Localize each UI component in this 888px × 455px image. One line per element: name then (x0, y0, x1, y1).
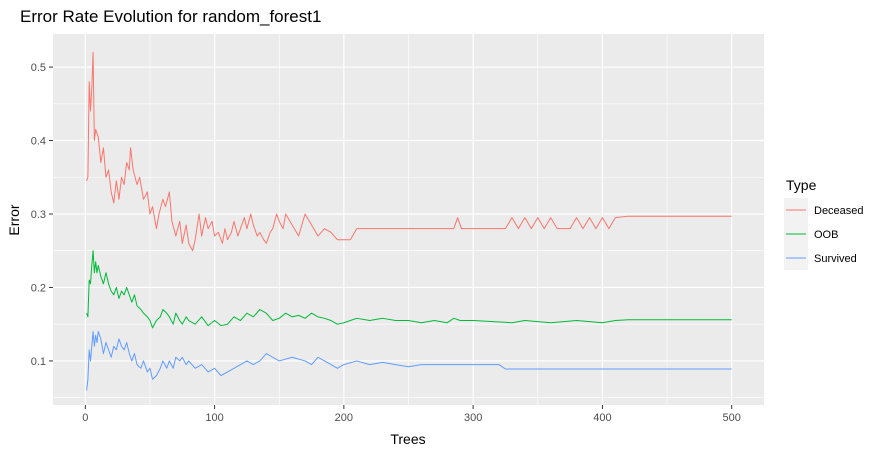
x-tick-label: 0 (82, 412, 88, 424)
series-line-oob (86, 250, 732, 329)
minor-gridlines (53, 34, 764, 405)
legend-label-oob: OOB (814, 229, 838, 241)
legend-title: Type (786, 177, 817, 193)
x-tick-label: 500 (723, 412, 741, 424)
legend-label-deceased: Deceased (814, 205, 864, 217)
y-tick-label: 0.4 (31, 136, 46, 148)
x-tick-label: 200 (335, 412, 353, 424)
y-tick-label: 0.2 (31, 282, 46, 294)
x-tick-label: 400 (593, 412, 611, 424)
y-tick-label: 0.5 (31, 62, 46, 74)
y-tick-label: 0.3 (31, 209, 46, 221)
series-line-deceased (86, 51, 732, 252)
series-line-survived (86, 331, 732, 391)
y-axis-title: Error (6, 204, 22, 235)
x-axis-ticks: 0 100 200 300 400 500 (82, 405, 741, 424)
major-gridlines (53, 34, 764, 405)
y-tick-label: 0.1 (31, 356, 46, 368)
x-tick-label: 300 (464, 412, 482, 424)
legend: Type Deceased OOB Survived (784, 177, 864, 270)
legend-label-survived: Survived (814, 253, 857, 265)
x-tick-label: 100 (205, 412, 223, 424)
y-axis-ticks: 0.1 0.2 0.3 0.4 0.5 (31, 62, 53, 368)
x-axis-title: Trees (390, 431, 425, 447)
series-lines (86, 51, 732, 391)
chart-title: Error Rate Evolution for random_forest1 (20, 7, 321, 26)
